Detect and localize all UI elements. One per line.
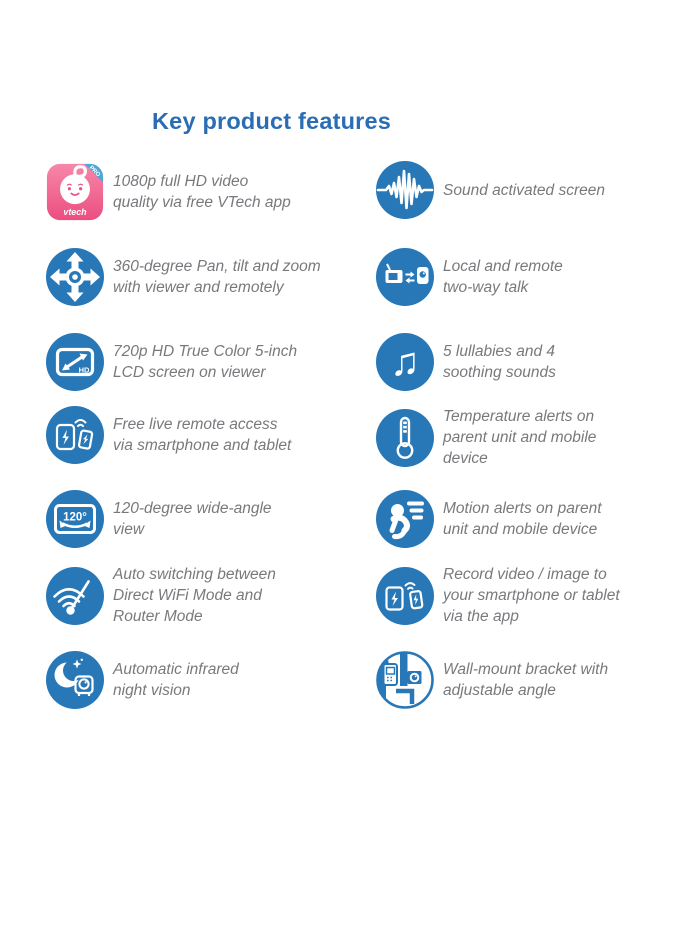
feature-item: HD 720p HD True Color 5-inch LCD screen … <box>46 333 376 391</box>
thermometer-icon <box>376 408 434 467</box>
hd-screen-icon: HD <box>46 333 104 391</box>
night-vision-icon <box>46 651 104 709</box>
feature-text: 720p HD True Color 5-inch LCD screen on … <box>113 343 298 381</box>
pan-tilt-zoom-icon <box>46 248 104 306</box>
feature-item: Record video / image to your smartphone … <box>376 564 682 627</box>
wifi-icon <box>46 566 104 625</box>
feature-text: Motion alerts on parent unit and mobile … <box>443 500 602 538</box>
feature-text: Local and remote two-way talk <box>443 258 563 296</box>
feature-item: ♫ 5 lullabies and 4 soothing sounds <box>376 333 682 391</box>
feature-text: Auto switching between Direct WiFi Mode … <box>113 566 276 625</box>
feature-text: Automatic infrared night vision <box>113 661 239 699</box>
motion-icon <box>376 490 434 548</box>
feature-text: Temperature alerts on parent unit and mo… <box>443 408 597 467</box>
feature-item: Free live remote access via smartphone a… <box>46 406 376 464</box>
svg-text:♫: ♫ <box>390 340 420 384</box>
wide-angle-icon: 120° <box>46 490 104 548</box>
vtech-app-icon: PRO vtech <box>46 161 104 223</box>
svg-text:120°: 120° <box>63 512 87 524</box>
svg-text:HD: HD <box>79 366 90 375</box>
feature-text: 360-degree Pan, tilt and zoom with viewe… <box>113 258 321 296</box>
feature-text: 120-degree wide-angle view <box>113 500 272 538</box>
feature-item: Auto switching between Direct WiFi Mode … <box>46 564 376 627</box>
feature-text: Wall-mount bracket with adjustable angle <box>443 661 609 699</box>
feature-text: 5 lullabies and 4 soothing sounds <box>443 343 556 381</box>
feature-text: 1080p full HD video quality via free VTe… <box>113 173 291 211</box>
feature-text: Record video / image to your smartphone … <box>443 566 620 625</box>
features-grid: PRO vtech 1080p full HD video quality vi… <box>46 161 682 731</box>
feature-item: 120° 120-degree wide-angle view <box>46 490 376 548</box>
feature-item: Temperature alerts on parent unit and mo… <box>376 406 682 469</box>
feature-text: Sound activated screen <box>443 181 605 199</box>
feature-item: Local and remote two-way talk <box>376 248 682 306</box>
feature-item: PRO vtech 1080p full HD video quality vi… <box>46 161 376 223</box>
feature-item: Automatic infrared night vision <box>46 651 376 709</box>
smartphone-tablet-icon <box>46 406 104 464</box>
feature-item: Motion alerts on parent unit and mobile … <box>376 490 682 548</box>
feature-text: Free live remote access via smartphone a… <box>113 416 292 454</box>
svg-text:vtech: vtech <box>63 207 87 217</box>
feature-item: Wall-mount bracket with adjustable angle <box>376 651 682 709</box>
record-icon <box>376 566 434 625</box>
feature-item: 360-degree Pan, tilt and zoom with viewe… <box>46 248 376 306</box>
sound-wave-icon <box>376 161 434 219</box>
page-title: Key product features <box>152 108 392 134</box>
music-notes-icon: ♫ <box>376 333 434 391</box>
wall-mount-icon <box>376 651 434 709</box>
two-way-talk-icon <box>376 248 434 306</box>
feature-item: Sound activated screen <box>376 161 682 219</box>
